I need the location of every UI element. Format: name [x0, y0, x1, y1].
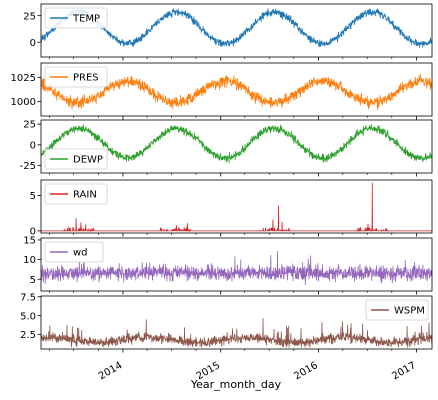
panels-group: 0 25 TEMP 1000 1025 PRES -25 0 25 DEWP 0 5 RAIN 5 10 15…: [11, 3, 433, 353]
legend-rain: RAIN: [44, 183, 108, 205]
panel-rain: 0 5 RAIN: [30, 179, 433, 237]
y-tick-label: 5.0: [20, 311, 36, 322]
panel-pres: 1000 1025 PRES: [11, 62, 433, 120]
panel-frame: [40, 119, 433, 174]
y-tick-label: 0: [30, 38, 36, 49]
panel-wspm: 2.5 5.0 7.5 WSPM: [20, 292, 433, 353]
legend-label: RAIN: [73, 190, 97, 201]
legend-box: [44, 7, 108, 29]
legend-label: TEMP: [72, 14, 100, 25]
y-tick-label: 0: [30, 226, 36, 237]
legend-pres: PRES: [44, 66, 108, 88]
legend-label: PRES: [73, 73, 99, 84]
y-tick-label: 5: [30, 191, 36, 202]
panel-temp: 0 25 TEMP: [23, 3, 433, 61]
series-line-temp: [41, 8, 432, 48]
legend-label: wd: [73, 248, 88, 259]
y-tick-label: 5: [30, 275, 36, 286]
y-tick-label: 2.5: [20, 330, 36, 341]
panel-dewp: -25 0 25 DEWP: [20, 119, 433, 177]
series-line-wspm: [41, 318, 432, 348]
legend-dewp: DEWP: [44, 148, 108, 170]
y-tick-label: 15: [23, 236, 36, 247]
y-tick-label: 0: [30, 140, 36, 151]
legend-label: WSPM: [394, 306, 425, 317]
legend-box: [365, 299, 429, 321]
legend-box: [44, 183, 108, 205]
panel-frame: [40, 179, 433, 234]
panel-frame: [40, 3, 433, 58]
panel-frame: [40, 295, 433, 350]
y-tick-label: 7.5: [20, 292, 36, 303]
legend-temp: TEMP: [44, 7, 108, 29]
legend-box: [44, 241, 104, 263]
series-line-wd: [41, 251, 432, 285]
panel-wd: 5 10 15 wd: [23, 236, 433, 295]
series-line-pres: [41, 73, 432, 111]
y-tick-label: -25: [20, 161, 36, 172]
y-tick-label: 1000: [11, 97, 36, 108]
x-axis-label: Year_month_day: [190, 378, 282, 391]
legend-wspm: WSPM: [365, 299, 429, 321]
panel-frame: [40, 237, 433, 292]
legend-box: [44, 66, 108, 88]
y-tick-label: 25: [23, 120, 36, 131]
y-tick-label: 10: [23, 255, 36, 266]
panel-frame: [40, 62, 433, 117]
legend-box: [44, 148, 108, 170]
legend-label: DEWP: [73, 155, 103, 166]
y-tick-label: 1025: [11, 73, 36, 84]
series-line-dewp: [41, 123, 432, 164]
series-line-rain: [41, 182, 432, 233]
legend-wd: wd: [44, 241, 104, 263]
y-tick-label: 25: [23, 11, 36, 22]
